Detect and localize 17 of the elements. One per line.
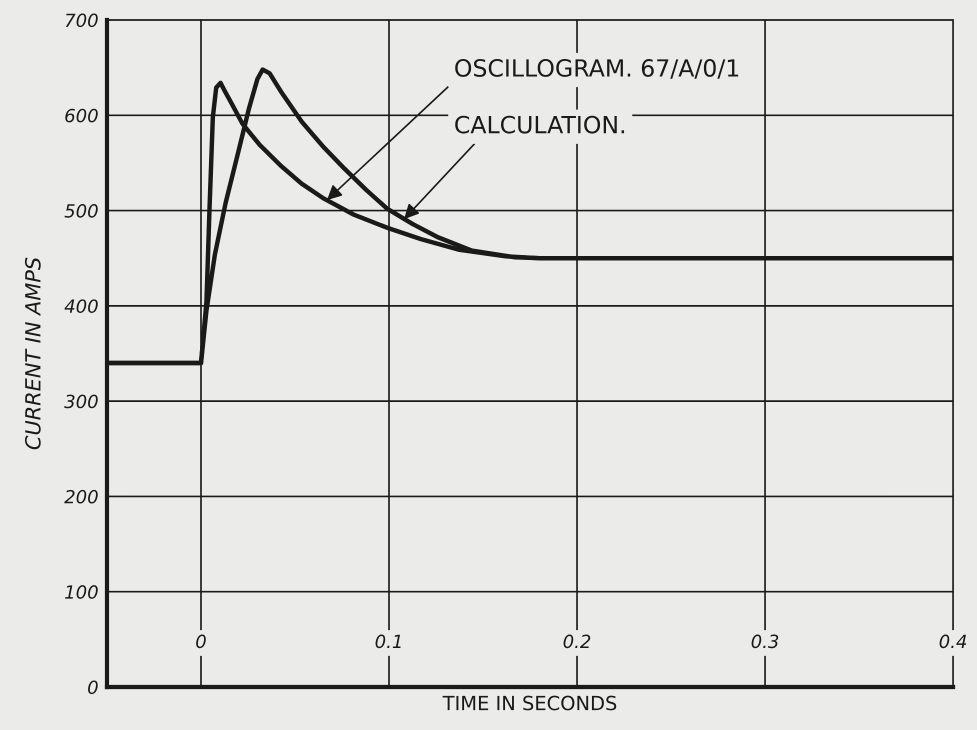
- y-tick-label: 600: [65, 108, 98, 122]
- y-tick-label: 100: [65, 585, 98, 599]
- y-tick-label: 200: [64, 490, 98, 504]
- y-tick-label: 500: [64, 204, 98, 218]
- y-tick-label: 0: [88, 680, 98, 694]
- x-tick-label: 0.3: [752, 634, 778, 648]
- y-axis-title: CURRENT IN AMPS: [24, 258, 41, 450]
- x-axis-title: TIME IN SECONDS: [442, 696, 616, 710]
- x-tick-label: 0: [196, 634, 206, 648]
- annotation: OSCILLOGRAM. 67/A/0/1: [455, 59, 738, 79]
- x-tick-label: 0.2: [564, 634, 590, 648]
- y-tick-label: 300: [64, 394, 98, 408]
- x-tick-label: 0.4: [940, 634, 966, 648]
- y-tick-label: 700: [66, 13, 98, 28]
- annotation: CALCULATION.: [455, 116, 624, 134]
- y-tick-label: 400: [64, 299, 98, 313]
- x-tick-label: 0.1: [376, 634, 401, 648]
